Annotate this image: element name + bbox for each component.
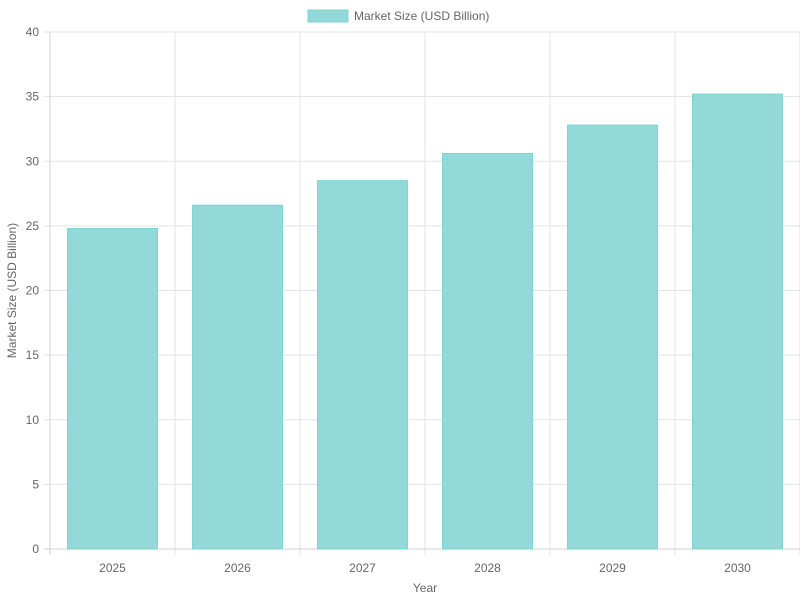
y-tick-label: 5 (32, 477, 39, 491)
y-tick-label: 30 (26, 154, 40, 168)
axes (44, 32, 800, 555)
x-tick-label: 2025 (99, 561, 126, 575)
legend-swatch[interactable] (307, 9, 349, 23)
bar-2030 (692, 93, 783, 550)
bars (67, 93, 783, 550)
x-tick-label: 2028 (474, 561, 501, 575)
bar-2025 (67, 227, 158, 550)
y-tick-label: 15 (26, 348, 40, 362)
bar-2027 (317, 180, 408, 550)
y-tick-label: 40 (26, 25, 40, 39)
x-tick-label: 2030 (724, 561, 751, 575)
y-tick-label: 35 (26, 90, 40, 104)
bar-2026 (192, 204, 283, 550)
y-tick-label: 20 (26, 284, 40, 298)
legend-label[interactable]: Market Size (USD Billion) (354, 9, 489, 23)
y-tick-labels: 0 5 10 15 20 25 30 35 40 (26, 25, 40, 556)
x-tick-label: 2026 (224, 561, 251, 575)
bar-2028 (442, 152, 533, 550)
x-tick-labels: 2025 2026 2027 2028 2029 2030 (99, 561, 751, 575)
x-axis-title: Year (413, 581, 437, 595)
legend[interactable]: Market Size (USD Billion) (307, 9, 489, 23)
y-axis-title: Market Size (USD Billion) (5, 223, 19, 358)
x-tick-label: 2027 (349, 561, 376, 575)
y-tick-label: 25 (26, 219, 40, 233)
y-tick-label: 0 (32, 542, 39, 556)
y-tick-label: 10 (26, 413, 40, 427)
bar-2029 (567, 124, 658, 550)
grid (44, 31, 800, 555)
x-tick-label: 2029 (599, 561, 626, 575)
